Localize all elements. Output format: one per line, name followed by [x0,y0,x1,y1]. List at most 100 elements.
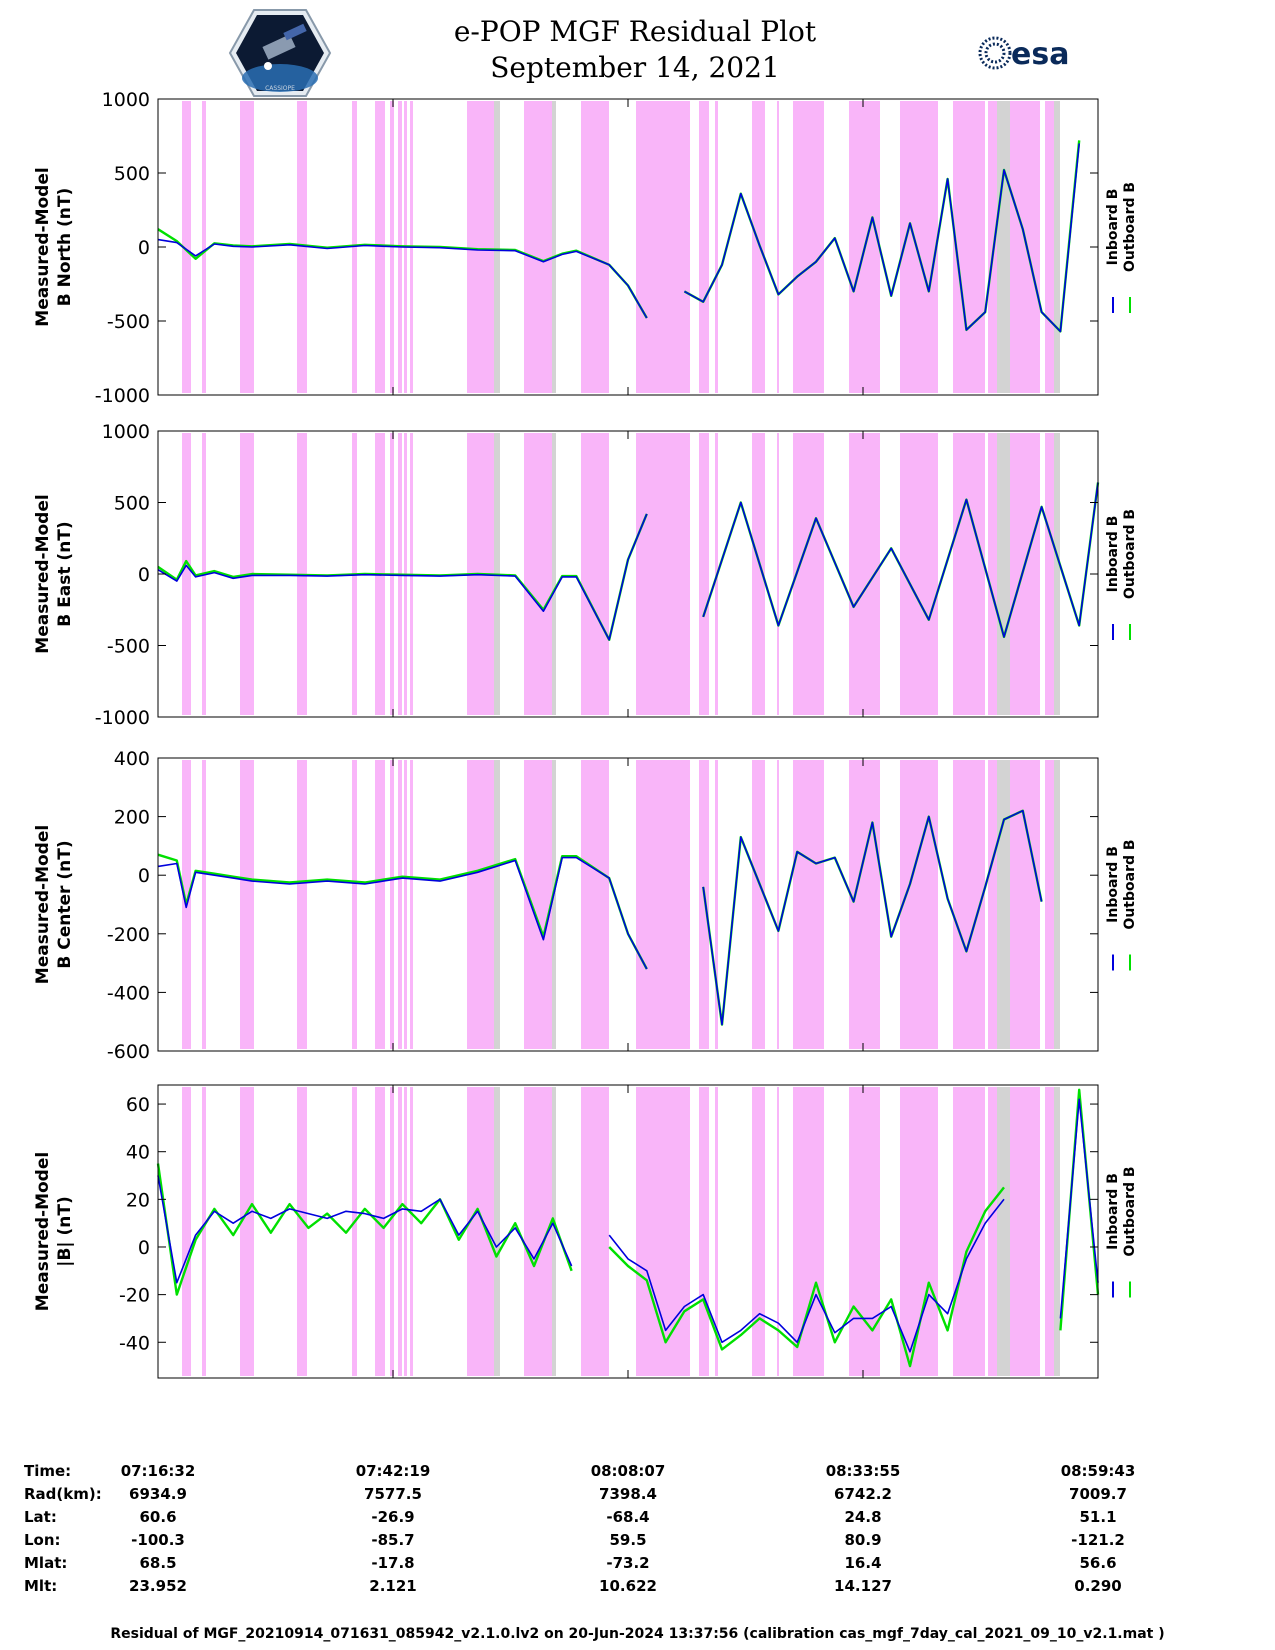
pink-interval [900,1087,938,1376]
chart-date: September 14, 2021 [490,51,780,84]
ephemeris-label: Mlat: [24,1554,68,1572]
ephemeris-value: 08:59:43 [1060,1462,1136,1480]
pink-interval [777,1087,779,1376]
legend-inboard-label: Inboard B [1105,516,1121,593]
pink-interval [900,101,938,393]
pink-interval [752,433,765,715]
legend-inboard-label: Inboard B [1105,846,1121,923]
gray-interval [1054,1087,1060,1376]
pink-interval [699,433,709,715]
pink-interval [404,760,407,1049]
gray-interval [494,760,500,1049]
pink-interval [182,101,191,393]
pink-interval [953,433,985,715]
pink-interval [410,1087,413,1376]
inboard-b-line [157,809,1043,1026]
ephemeris-value: -26.9 [371,1508,415,1526]
ephemeris-row: Lon: -100.3 -85.7 59.5 80.9 -121.2 [0,1531,1275,1555]
pink-interval [1045,101,1054,393]
y-tick-label: 400 [114,748,150,770]
title-block: e-POP MGF Residual Plot September 14, 20… [400,14,870,86]
ephemeris-value: 6934.9 [129,1485,187,1503]
gray-interval [997,1087,1010,1376]
y-tick-label: -1000 [95,385,150,407]
pink-interval [182,1087,191,1376]
pink-interval [752,760,765,1049]
y-axis-label: |B| (nT) [55,1196,75,1267]
y-tick-label: 500 [114,163,150,185]
pink-interval [297,760,307,1049]
ephemeris-value: -73.2 [606,1554,650,1572]
y-tick-label: 1000 [102,89,150,111]
pink-interval [715,101,718,393]
ephemeris-value: 14.127 [834,1577,892,1595]
y-tick-label: 0 [138,237,150,259]
pink-interval [404,1087,407,1376]
ephemeris-value: 7398.4 [599,1485,657,1503]
y-tick-label: -1000 [95,707,150,729]
legend-outboard-label: Outboard B [1122,1166,1138,1256]
pink-interval [390,760,394,1049]
pink-interval [398,1087,402,1376]
pink-interval [1010,760,1040,1049]
gray-interval [1054,760,1060,1049]
y-tick-label: 0 [138,564,150,586]
pink-interval [1010,101,1040,393]
gray-interval [997,433,1010,715]
ephemeris-value: -121.2 [1071,1531,1125,1549]
panel-1: -1000 -500 0 500 1000 Measured-Model B North (… [33,89,1138,407]
y-axis-label: Measured-Model [33,825,53,984]
ephemeris-value: 08:33:55 [825,1462,901,1480]
pink-interval [524,101,552,393]
inboard-b-line [157,143,1080,333]
y-tick-label: 500 [114,493,150,515]
gray-interval [997,101,1010,393]
pink-interval [793,433,824,715]
y-tick-label: -20 [119,1285,150,1307]
y-tick-label: 0 [138,865,150,887]
y-axis-label: Measured-Model [33,1152,53,1311]
pink-interval [352,760,357,1049]
ephemeris-row: Mlt: 23.952 2.121 10.622 14.127 0.290 [0,1577,1275,1601]
pink-interval [202,101,206,393]
pink-interval [375,101,385,393]
pink-interval [1045,433,1054,715]
gray-interval [494,101,500,393]
pink-interval [636,433,690,715]
cassiope-logo: CASSIOPE [228,8,332,98]
ephemeris-value: -85.7 [371,1531,415,1549]
pink-interval [699,760,709,1049]
pink-interval [182,433,191,715]
ephemeris-label: Mlt: [24,1577,58,1595]
pink-interval [1010,1087,1040,1376]
pink-interval [581,101,609,393]
y-axis-label: B North (nT) [55,188,75,307]
pink-interval [1010,433,1040,715]
ephemeris-value: -17.8 [371,1554,415,1572]
pink-interval [524,760,552,1049]
gray-interval [1054,101,1060,393]
pink-interval [581,760,609,1049]
pink-interval [777,433,779,715]
ephemeris-row: Lat: 60.6 -26.9 -68.4 24.8 51.1 [0,1508,1275,1532]
pink-interval [777,101,779,393]
ephemeris-row: Rad(km): 6934.9 7577.5 7398.4 6742.2 7009.7 [0,1485,1275,1509]
y-tick-label: -40 [119,1332,150,1354]
ephemeris-value: 07:16:32 [120,1462,196,1480]
pink-interval [777,760,779,1049]
ephemeris-value: 0.290 [1074,1577,1122,1595]
legend-inboard-label: Inboard B [1105,1173,1121,1250]
ephemeris-value: 60.6 [139,1508,177,1526]
y-tick-label: -500 [107,636,150,658]
panel-4: -40 -20 0 20 40 60 Measured-Model |B| (nT) Inboa… [33,1084,1138,1379]
gray-interval [552,1087,556,1376]
pink-interval [636,101,690,393]
ephemeris-table: Time: 07:16:32 07:42:19 08:08:07 08:33:55 08:… [0,1462,1275,1622]
y-axis-label: Measured-Model [33,494,53,653]
pink-interval [900,760,938,1049]
pink-interval [202,1087,206,1376]
pink-interval [390,1087,394,1376]
ephemeris-value: 51.1 [1079,1508,1117,1526]
pink-interval [352,1087,357,1376]
